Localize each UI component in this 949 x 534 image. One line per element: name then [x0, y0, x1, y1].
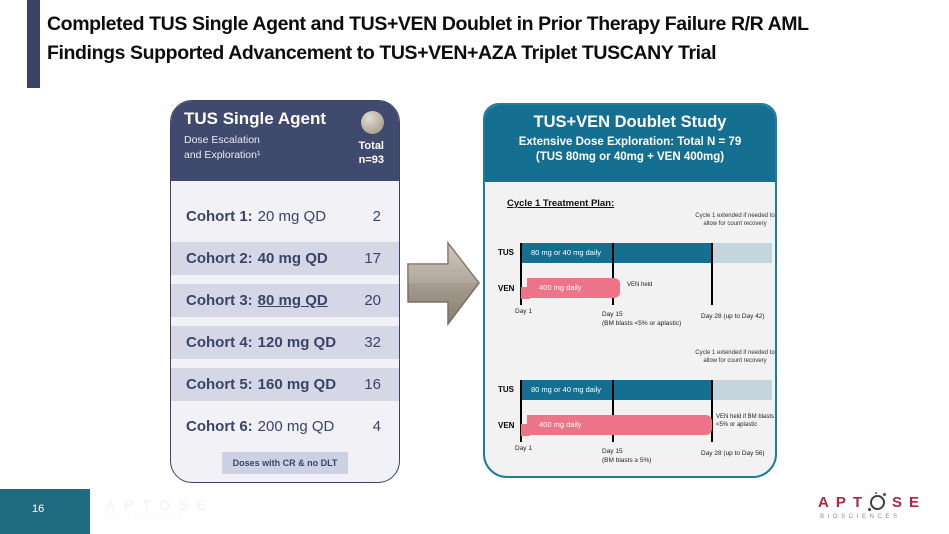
watermark-logo: APTOSE BIOSCIENCES: [105, 497, 214, 521]
aptose-logo: APT SE BIOSCIENCES: [818, 492, 927, 520]
table-row: Cohort 1: 20 mg QD 2: [171, 200, 399, 233]
single-agent-subtitle-line2: and Exploration¹: [184, 149, 261, 162]
logo-dot: [883, 493, 886, 496]
cycle1-diagram-responders: Cycle 1 extended if needed to allow for …: [485, 210, 775, 345]
single-agent-header: TUS Single Agent Dose Escalation and Exp…: [171, 101, 399, 181]
ven-row-label: VEN: [498, 284, 515, 293]
slide-title-line1: Completed TUS Single Agent and TUS+VEN D…: [47, 13, 809, 35]
doublet-subtitle-line2: (TUS 80mg or 40mg + VEN 400mg): [535, 150, 725, 163]
day28-line: [711, 380, 713, 442]
cohort-table: Cohort 1: 20 mg QD 2 Cohort 2: 40 mg QD …: [171, 181, 399, 474]
cr-no-dlt-badge: Doses with CR & no DLT: [222, 452, 348, 474]
tus-dose-bar: 80 mg or 40 mg daily: [521, 243, 712, 263]
tus-extension-bar: [712, 243, 772, 263]
page-number-tab: 16: [0, 489, 90, 534]
tus-dose-bar: 80 mg or 40 mg daily: [521, 380, 712, 400]
cohort-label: Cohort 1:: [186, 208, 253, 225]
cohort-label: Cohort 2:: [186, 250, 253, 267]
cohort-n: 4: [372, 418, 381, 435]
day15-line: [612, 380, 614, 442]
cohort-n: 20: [364, 292, 381, 309]
aptose-logo-word: APT SE: [818, 492, 927, 511]
day1-label: Day 1: [515, 308, 532, 315]
single-agent-subtitle: Dose Escalation and Exploration¹: [184, 133, 260, 163]
tus-extension-bar: [712, 380, 772, 400]
day15-label-line1: Day 15: [602, 311, 623, 318]
pill-icon: [361, 111, 384, 134]
total-label: Total: [358, 140, 384, 152]
ven-rampup-step: [521, 287, 530, 299]
doublet-subtitle-line1: Extensive Dose Exploration: Total N = 79: [518, 136, 742, 148]
ven-held-note: VEN held if BM blasts <5% or aplastic: [716, 414, 775, 429]
cohort-label: Cohort 4:: [186, 334, 253, 351]
doublet-title: TUS+VEN Doublet Study: [533, 113, 727, 131]
doublet-study-panel: TUS+VEN Doublet Study Extensive Dose Exp…: [483, 103, 777, 478]
day1-label: Day 1: [515, 445, 532, 452]
cohort-dose: 80 mg QD: [257, 292, 328, 309]
cohort-dose: 160 mg QD: [257, 376, 337, 393]
day15-label: Day 15 (BM blasts ≥ 5%): [602, 447, 707, 465]
cohort-n: 17: [364, 250, 381, 267]
total-count: Total n=93: [359, 139, 384, 168]
logo-letters-post: SE: [892, 494, 927, 511]
aptose-logo-subtitle: BIOSCIENCES: [820, 514, 901, 520]
table-row: Cohort 5: 160 mg QD 16: [171, 368, 399, 401]
logo-letters-pre: APT: [818, 494, 869, 511]
cycle-extended-note: Cycle 1 extended if needed to allow for …: [695, 350, 775, 365]
table-row: Cohort 2: 40 mg QD 17: [171, 242, 399, 275]
tus-row-label: TUS: [498, 248, 514, 257]
page-number: 16: [32, 503, 45, 515]
single-agent-subtitle-line1: Dose Escalation: [184, 134, 260, 146]
tus-row-label: TUS: [498, 385, 514, 394]
day15-label-line2: (BM blasts ≥ 5%): [602, 457, 652, 465]
ven-row-label: VEN: [498, 421, 515, 430]
logo-dot: [868, 508, 871, 511]
day15-label-line1: Day 15: [602, 448, 623, 455]
logo-dot: [875, 492, 877, 494]
slide-title: Completed TUS Single Agent and TUS+VEN D…: [47, 10, 927, 69]
total-value: n=93: [358, 154, 384, 167]
table-row: Cohort 4: 120 mg QD 32: [171, 326, 399, 359]
ven-dose-bar: 400 mg daily: [527, 415, 712, 435]
cohort-n: 16: [364, 376, 381, 393]
table-row: Cohort 6: 200 mg QD 4: [171, 410, 399, 443]
day1-line: [520, 380, 522, 442]
title-accent-bar: [27, 0, 40, 88]
day15-label: Day 15 (BM blasts <5% or aplastic): [602, 310, 707, 328]
cohort-label: Cohort 3:: [186, 292, 253, 309]
ven-rampup-step: [521, 424, 530, 436]
cohort-dose: 200 mg QD: [257, 418, 335, 435]
doublet-header: TUS+VEN Doublet Study Extensive Dose Exp…: [485, 105, 775, 182]
slide-title-line2: Findings Supported Advancement to TUS+VE…: [47, 42, 717, 65]
cohort-n: 32: [364, 334, 381, 351]
day28-label: Day 28 (up to Day 56): [701, 450, 765, 457]
ven-held-note: VEN held: [627, 282, 653, 288]
cycle1-diagram-nonresponders: Cycle 1 extended if needed to allow for …: [485, 347, 775, 476]
day15-line: [612, 243, 614, 305]
ven-dose-bar: 400 mg daily: [527, 278, 620, 298]
cohort-label: Cohort 5:: [186, 376, 253, 393]
watermark-subtext: BIOSCIENCES: [105, 515, 187, 521]
logo-o-icon: [868, 492, 886, 511]
single-agent-panel: TUS Single Agent Dose Escalation and Exp…: [170, 100, 400, 483]
cohort-n: 2: [372, 208, 381, 225]
day28-line: [711, 243, 713, 305]
day1-line: [520, 243, 522, 305]
single-agent-title: TUS Single Agent: [184, 109, 326, 128]
treatment-plan-area: Cycle 1 Treatment Plan: Cycle 1 extended…: [485, 182, 775, 476]
cycle-extended-note: Cycle 1 extended if needed to allow for …: [695, 213, 775, 228]
doublet-subtitle: Extensive Dose Exploration: Total N = 79…: [485, 135, 775, 165]
table-row: Cohort 3: 80 mg QD 20: [171, 284, 399, 317]
cohort-dose: 40 mg QD: [257, 250, 328, 267]
cohort-dose: 120 mg QD: [257, 334, 337, 351]
day28-label: Day 28 (up to Day 42): [701, 313, 765, 320]
watermark-text: APTOSE: [105, 497, 215, 514]
cohort-dose: 20 mg QD: [257, 208, 327, 225]
day15-label-line2: (BM blasts <5% or aplastic): [602, 320, 682, 328]
right-arrow-icon: [407, 240, 480, 327]
plan-heading: Cycle 1 Treatment Plan:: [507, 198, 615, 209]
cohort-label: Cohort 6:: [186, 418, 253, 435]
